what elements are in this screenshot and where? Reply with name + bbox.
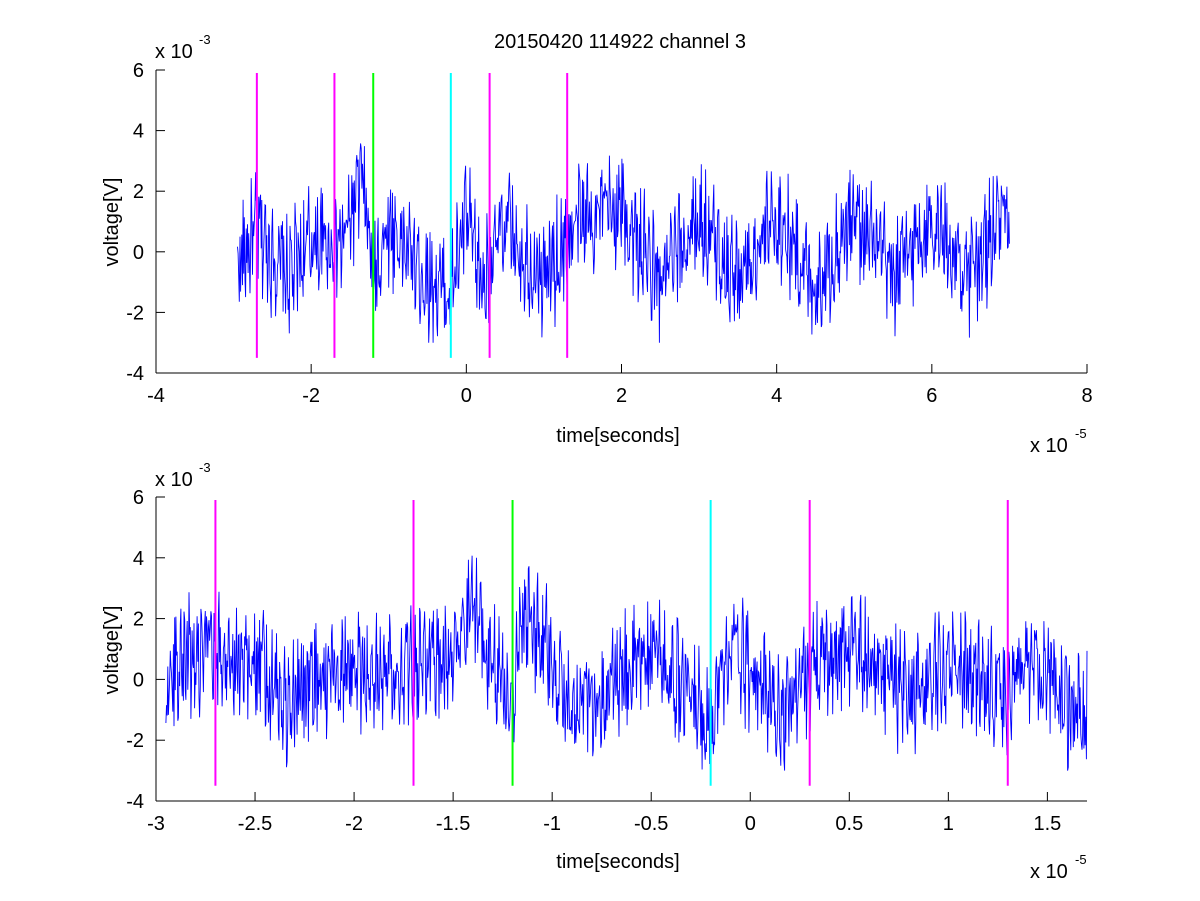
- bottom-x-tick-label: 1: [943, 813, 954, 835]
- top-y-tick-label: 4: [133, 121, 144, 143]
- top-y-exponent-power: -3: [199, 32, 211, 47]
- bottom-y-tick-label: -4: [126, 791, 144, 813]
- bottom-plot-area: -4 -2 0 2 4 6 -3 -2.5 -2 -1.5 -1 -0.5 0 0.5 1 1.5: [126, 487, 1088, 835]
- bottom-signal-trace: [165, 555, 1088, 771]
- bottom-x-exponent-power: -5: [1075, 852, 1087, 867]
- bottom-y-label: voltage[V]: [101, 606, 123, 695]
- panel-bottom: x 10 -3 -4 -2 0 2 4 6 -3 -2.5 -2 -1.5 -1 -0.5 0 0.5 1 1…: [101, 460, 1088, 883]
- top-x-label: time[seconds]: [556, 425, 679, 447]
- top-y-exponent: x 10 -3: [155, 32, 211, 63]
- bottom-y-tick-label: 0: [133, 669, 144, 691]
- top-y-tick-label: 6: [133, 60, 144, 82]
- bottom-x-tick-label: -1: [543, 813, 561, 835]
- top-x-tick-label: 6: [926, 385, 937, 407]
- top-x-tick-label: -4: [147, 385, 165, 407]
- top-x-tick-label: 2: [616, 385, 627, 407]
- bottom-y-tick-label: 6: [133, 487, 144, 509]
- top-x-tick-label: 0: [461, 385, 472, 407]
- top-plot-area: -4 -2 0 2 4 6 -4 -2 0 2 4 6 8: [126, 60, 1092, 407]
- top-y-tick-label: -2: [126, 302, 144, 324]
- bottom-y-exponent-power: -3: [199, 460, 211, 475]
- top-y-tick-label: 0: [133, 242, 144, 264]
- top-x-exponent-power: -5: [1075, 426, 1087, 441]
- bottom-x-tick-label: -1.5: [436, 813, 470, 835]
- top-x-tick-label: -2: [302, 385, 320, 407]
- top-x-exponent-base: x 10: [1030, 435, 1068, 457]
- chart-title: 20150420 114922 channel 3: [494, 31, 746, 53]
- bottom-y-tick-label: 4: [133, 548, 144, 570]
- bottom-x-label: time[seconds]: [556, 851, 679, 873]
- top-y-label: voltage[V]: [101, 178, 123, 267]
- bottom-y-tick-label: 2: [133, 609, 144, 631]
- top-y-tick-label: 2: [133, 181, 144, 203]
- bottom-x-exponent-base: x 10: [1030, 861, 1068, 883]
- bottom-x-tick-label: 0: [745, 813, 756, 835]
- bottom-x-tick-label: -0.5: [634, 813, 668, 835]
- panel-top: 20150420 114922 channel 3 x 10 -3 -4 -2 0 2…: [101, 31, 1093, 457]
- top-x-tick-label: 8: [1081, 385, 1092, 407]
- bottom-x-tick-label: -2.5: [238, 813, 272, 835]
- bottom-y-exponent-base: x 10: [155, 469, 193, 491]
- bottom-y-exponent: x 10 -3: [155, 460, 211, 491]
- bottom-x-exponent: x 10 -5: [1030, 852, 1087, 883]
- top-y-tick-label: -4: [126, 363, 144, 385]
- top-y-exponent-base: x 10: [155, 41, 193, 63]
- top-x-tick-label: 4: [771, 385, 782, 407]
- top-x-exponent: x 10 -5: [1030, 426, 1087, 457]
- bottom-x-tick-label: 1.5: [1033, 813, 1061, 835]
- bottom-x-tick-label: -3: [147, 813, 165, 835]
- top-signal-trace: [237, 143, 1010, 343]
- bottom-y-tick-label: -2: [126, 730, 144, 752]
- bottom-x-tick-label: 0.5: [835, 813, 863, 835]
- bottom-x-tick-label: -2: [345, 813, 363, 835]
